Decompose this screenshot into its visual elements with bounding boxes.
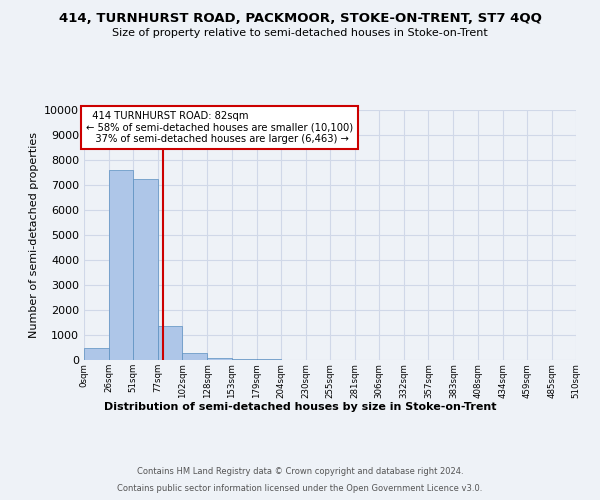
Text: 414, TURNHURST ROAD, PACKMOOR, STOKE-ON-TRENT, ST7 4QQ: 414, TURNHURST ROAD, PACKMOOR, STOKE-ON-…: [59, 12, 541, 26]
Text: Contains public sector information licensed under the Open Government Licence v3: Contains public sector information licen…: [118, 484, 482, 493]
Text: 414 TURNHURST ROAD: 82sqm
← 58% of semi-detached houses are smaller (10,100)
   : 414 TURNHURST ROAD: 82sqm ← 58% of semi-…: [86, 112, 353, 144]
Y-axis label: Number of semi-detached properties: Number of semi-detached properties: [29, 132, 38, 338]
Bar: [133, 179, 158, 360]
Bar: [158, 326, 182, 360]
Bar: [232, 359, 257, 360]
Bar: [109, 170, 133, 360]
Text: Size of property relative to semi-detached houses in Stoke-on-Trent: Size of property relative to semi-detach…: [112, 28, 488, 38]
Bar: [182, 352, 208, 360]
Bar: [208, 358, 232, 360]
Text: Distribution of semi-detached houses by size in Stoke-on-Trent: Distribution of semi-detached houses by …: [104, 402, 496, 412]
Bar: [84, 348, 109, 360]
Text: Contains HM Land Registry data © Crown copyright and database right 2024.: Contains HM Land Registry data © Crown c…: [137, 468, 463, 476]
